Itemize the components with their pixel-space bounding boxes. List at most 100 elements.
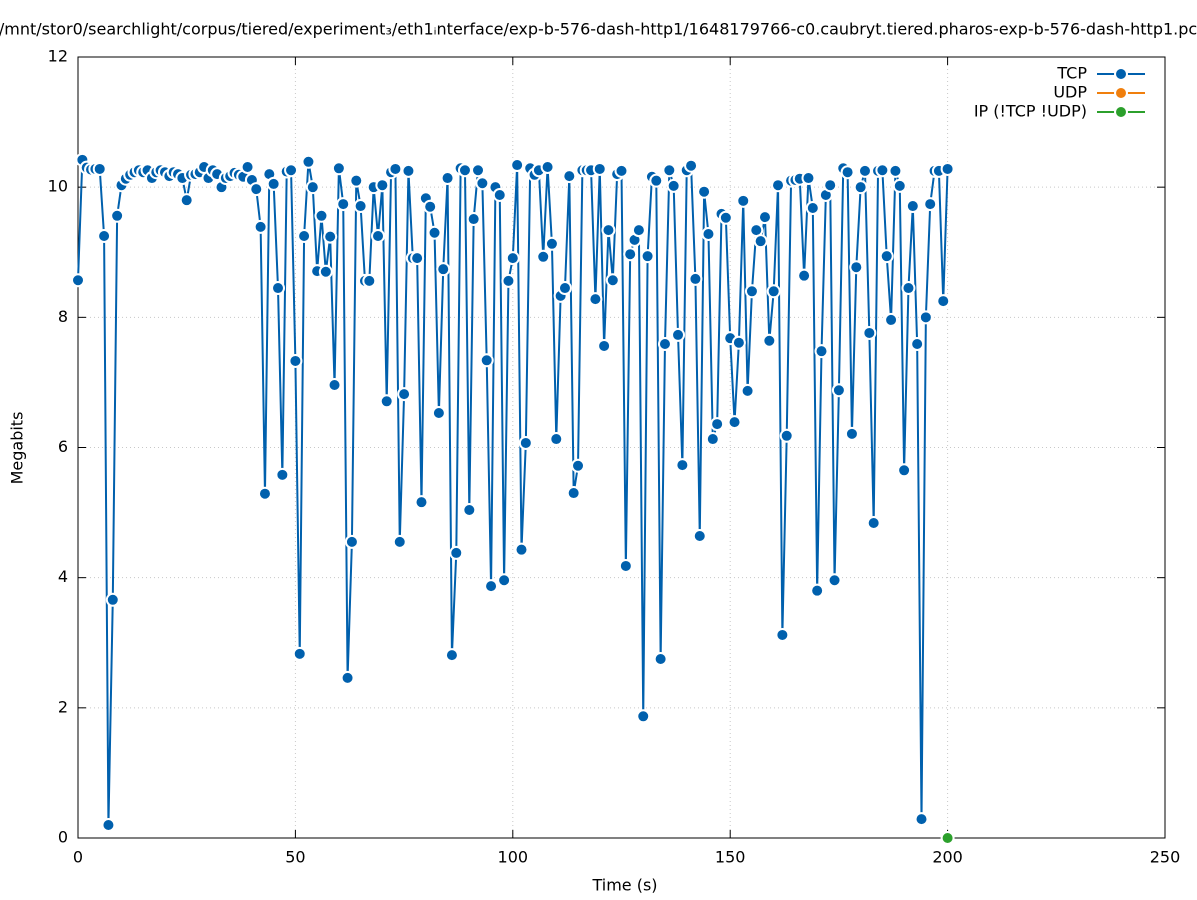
data-point <box>475 176 490 191</box>
data-point <box>323 229 338 244</box>
data-point <box>884 312 899 327</box>
data-point <box>305 180 320 195</box>
data-point <box>757 210 772 225</box>
data-point <box>97 228 112 243</box>
data-point <box>397 387 412 402</box>
data-point <box>271 281 286 296</box>
data-point <box>288 353 303 368</box>
data-point <box>301 154 316 169</box>
data-point <box>427 225 442 240</box>
legend-label: IP (!TCP !UDP) <box>974 102 1087 121</box>
data-point <box>671 327 686 342</box>
data-point <box>505 251 520 266</box>
data-point <box>440 171 455 186</box>
data-point <box>736 193 751 208</box>
data-point <box>105 592 120 607</box>
data-point <box>849 260 864 275</box>
data-point <box>753 234 768 249</box>
data-point <box>466 212 481 227</box>
data-point <box>540 159 555 174</box>
data-point <box>340 670 355 685</box>
data-point <box>423 199 438 214</box>
x-tick-label: 0 <box>73 848 83 867</box>
data-point <box>940 831 955 845</box>
data-point <box>888 163 903 178</box>
data-point <box>284 163 299 178</box>
data-point <box>697 184 712 199</box>
data-point <box>314 208 329 223</box>
data-point <box>905 199 920 214</box>
data-point <box>562 169 577 184</box>
data-point <box>297 228 312 243</box>
data-point <box>588 292 603 307</box>
data-point <box>344 534 359 549</box>
data-point <box>536 249 551 264</box>
data-point <box>557 281 572 296</box>
data-point <box>692 529 707 544</box>
data-point <box>379 394 394 409</box>
data-point <box>766 284 781 299</box>
data-point <box>462 502 477 517</box>
plot-frame <box>77 56 1166 839</box>
data-point <box>514 542 529 557</box>
x-tick-label: 100 <box>498 848 529 867</box>
data-point <box>897 463 912 478</box>
data-point <box>318 264 333 279</box>
data-point <box>92 161 107 176</box>
data-point <box>801 171 816 186</box>
data-point <box>684 158 699 173</box>
x-tick-label: 150 <box>715 848 746 867</box>
data-point <box>649 173 664 188</box>
data-point <box>823 178 838 193</box>
data-point <box>853 180 868 195</box>
data-point <box>544 236 559 251</box>
data-point <box>240 159 255 174</box>
data-point <box>253 219 268 234</box>
data-point <box>844 426 859 441</box>
data-point <box>566 486 581 501</box>
y-tick-label: 4 <box>58 567 68 586</box>
data-point <box>497 573 512 588</box>
data-point <box>375 178 390 193</box>
data-point <box>701 227 716 242</box>
data-point <box>549 432 564 447</box>
data-point <box>862 325 877 340</box>
data-point <box>71 273 85 288</box>
data-point <box>940 161 955 176</box>
data-point <box>914 812 929 827</box>
x-axis-label: Time (s) <box>591 876 657 895</box>
data-point <box>688 271 703 286</box>
data-point <box>501 273 516 288</box>
data-point <box>436 262 451 277</box>
data-point <box>797 268 812 283</box>
data-point <box>892 178 907 193</box>
data-point <box>814 344 829 359</box>
y-tick-label: 2 <box>58 697 68 716</box>
data-point <box>388 161 403 176</box>
data-point <box>257 486 272 501</box>
data-point <box>936 294 951 309</box>
legend-label: TCP <box>1056 64 1087 83</box>
data-point <box>805 200 820 215</box>
data-point <box>518 435 533 450</box>
data-point <box>457 163 472 178</box>
legend-marker <box>1114 86 1128 100</box>
data-point <box>605 273 620 288</box>
data-point <box>449 545 464 560</box>
data-point <box>484 579 499 594</box>
data-point <box>762 333 777 348</box>
data-point <box>666 178 681 193</box>
data-point <box>249 182 264 197</box>
y-tick-label: 6 <box>58 437 68 456</box>
data-point <box>727 415 742 430</box>
x-tick-label: 50 <box>285 848 305 867</box>
chart-title: /mnt/stor0/searchlight/corpus/tiered/exp… <box>0 20 1197 39</box>
data-point <box>640 249 655 264</box>
data-point <box>327 378 342 393</box>
data-point <box>601 223 616 238</box>
data-point <box>101 817 116 832</box>
data-point <box>827 573 842 588</box>
data-point <box>371 228 386 243</box>
x-tick-label: 200 <box>932 848 963 867</box>
data-point <box>444 648 459 663</box>
